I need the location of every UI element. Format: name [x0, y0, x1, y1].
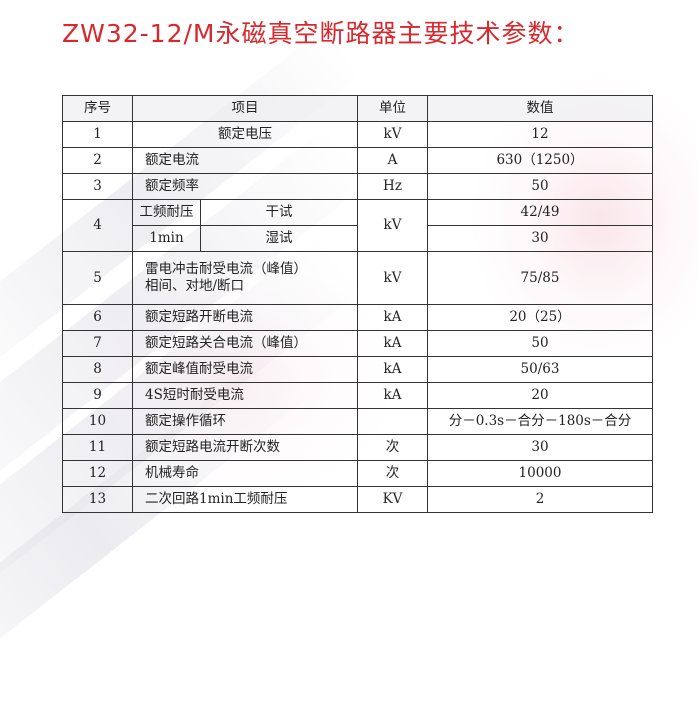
cell-value: 12 — [427, 121, 653, 148]
cell-item: 机械寿命 — [132, 460, 358, 487]
cell-item: 额定电压 — [132, 121, 358, 148]
table-row: 9 4S短时耐受电流 kA 20 — [62, 382, 653, 409]
cell-value: 30 — [427, 434, 653, 461]
cell-item-line1: 雷电冲击耐受电流（峰值） — [145, 261, 307, 278]
table-row: 1min 湿试 30 — [63, 225, 653, 252]
cell-no: 11 — [62, 434, 133, 461]
table-row: 12 机械寿命 次 10000 — [62, 460, 653, 487]
cell-no: 4 — [62, 199, 133, 252]
cell-unit: 次 — [357, 460, 428, 487]
table-row: 1 额定电压 kV 12 — [62, 121, 653, 148]
cell-item: 额定频率 — [132, 173, 358, 200]
header-no: 序号 — [62, 95, 133, 122]
cell-no: 6 — [62, 304, 133, 331]
cell-item: 雷电冲击耐受电流（峰值） 相间、对地/断口 — [132, 251, 358, 305]
cell-item: 额定短路开断电流 — [132, 304, 358, 331]
cell-item: 额定短路电流开断次数 — [132, 434, 358, 461]
cell-subitem-wet: 湿试 — [200, 225, 358, 252]
table-row: 13 二次回路1min工频耐压 KV 2 — [62, 486, 653, 513]
table-row: 8 额定峰值耐受电流 kA 50/63 — [62, 356, 653, 383]
cell-item-line2: 1min — [132, 225, 201, 252]
table-row: 10 额定操作循环 分－0.3s－合分－180s－合分 — [62, 408, 653, 435]
table-row: 3 额定频率 Hz 50 — [62, 173, 653, 200]
cell-unit: kA — [357, 356, 428, 383]
page-title: ZW32-12/M永磁真空断路器主要技术参数： — [62, 19, 580, 48]
cell-unit: Hz — [357, 173, 428, 200]
table-row: 11 额定短路电流开断次数 次 30 — [62, 434, 653, 461]
cell-value: 2 — [427, 486, 653, 513]
spec-table: 序号 项目 单位 数值 1 额定电压 kV 12 2 额定电流 A 630（12… — [62, 95, 653, 513]
cell-unit: kA — [357, 304, 428, 331]
cell-value: 75/85 — [427, 251, 653, 305]
cell-no: 1 — [62, 121, 133, 148]
cell-item: 额定峰值耐受电流 — [132, 356, 358, 383]
cell-no: 5 — [62, 251, 133, 305]
cell-item: 额定操作循环 — [132, 408, 358, 435]
header-item: 项目 — [132, 95, 358, 122]
table-row: 6 额定短路开断电流 kA 20（25） — [62, 304, 653, 331]
header-value: 数值 — [427, 95, 653, 122]
cell-no: 9 — [62, 382, 133, 409]
cell-item: 二次回路1min工频耐压 — [132, 486, 358, 513]
cell-unit: kV — [357, 121, 428, 148]
cell-unit: kV — [357, 199, 428, 252]
cell-item: 额定短路关合电流（峰值） — [132, 330, 358, 357]
cell-subitem-dry: 干试 — [200, 199, 358, 226]
table-header-row: 序号 项目 单位 数值 — [62, 95, 653, 122]
cell-no: 13 — [62, 486, 133, 513]
cell-item: 额定电流 — [132, 147, 358, 174]
cell-item-line2: 相间、对地/断口 — [145, 278, 245, 294]
table-row: 2 额定电流 A 630（1250） — [62, 147, 653, 174]
cell-item-line1: 工频耐压 — [132, 199, 201, 226]
cell-unit — [357, 408, 428, 435]
cell-value: 分－0.3s－合分－180s－合分 — [427, 408, 653, 435]
cell-unit: kA — [357, 330, 428, 357]
cell-unit: 次 — [357, 434, 428, 461]
cell-unit: kV — [357, 251, 428, 305]
cell-no: 12 — [62, 460, 133, 487]
cell-value: 630（1250） — [427, 147, 653, 174]
cell-no: 2 — [62, 147, 133, 174]
cell-no: 7 — [62, 330, 133, 357]
cell-no: 3 — [62, 173, 133, 200]
table-row: 7 额定短路关合电流（峰值） kA 50 — [62, 330, 653, 357]
cell-value-wet: 30 — [427, 225, 653, 252]
cell-item: 4S短时耐受电流 — [132, 382, 358, 409]
cell-no: 8 — [62, 356, 133, 383]
cell-value: 20 — [427, 382, 653, 409]
cell-value: 20（25） — [427, 304, 653, 331]
cell-value: 10000 — [427, 460, 653, 487]
cell-no: 10 — [62, 408, 133, 435]
header-unit: 单位 — [357, 95, 428, 122]
cell-value: 50/63 — [427, 356, 653, 383]
cell-value: 50 — [427, 173, 653, 200]
cell-value: 50 — [427, 330, 653, 357]
table-row: 4 工频耐压 干试 kV 42/49 — [62, 199, 653, 252]
cell-unit: kA — [357, 382, 428, 409]
cell-value-dry: 42/49 — [427, 199, 653, 226]
cell-unit: A — [357, 147, 428, 174]
cell-unit: KV — [357, 486, 428, 513]
table-row: 5 雷电冲击耐受电流（峰值） 相间、对地/断口 kV 75/85 — [62, 251, 653, 305]
